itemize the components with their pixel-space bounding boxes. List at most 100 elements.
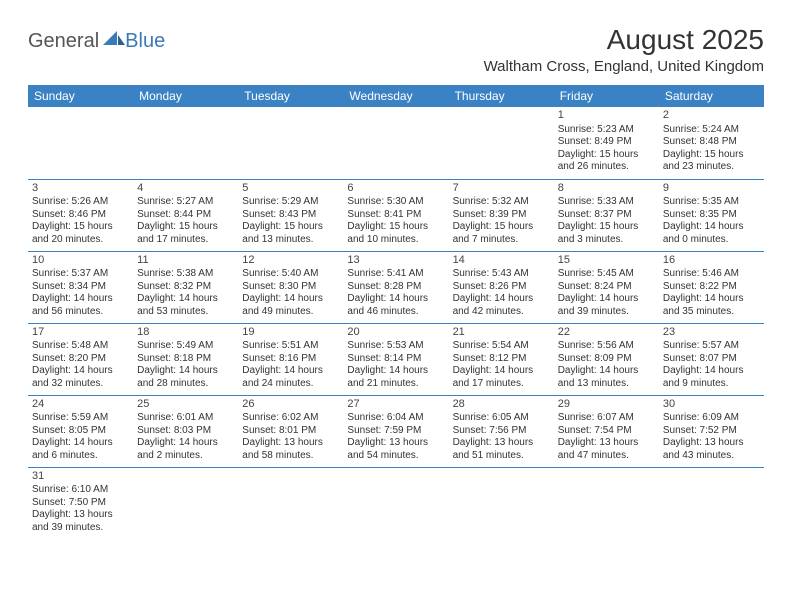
- daylight-line-1: Daylight: 14 hours: [242, 293, 339, 306]
- calendar-cell: [449, 107, 554, 179]
- sunrise-line: Sunrise: 5:51 AM: [242, 340, 339, 353]
- daylight-line-2: and 17 minutes.: [453, 378, 550, 391]
- sunset-line: Sunset: 7:52 PM: [663, 425, 760, 438]
- daylight-line-2: and 23 minutes.: [663, 161, 760, 174]
- day-number: 28: [453, 398, 550, 412]
- daylight-line-1: Daylight: 13 hours: [453, 437, 550, 450]
- calendar-cell: [28, 107, 133, 179]
- sunset-line: Sunset: 8:20 PM: [32, 353, 129, 366]
- calendar-cell: 17Sunrise: 5:48 AMSunset: 8:20 PMDayligh…: [28, 323, 133, 395]
- calendar-cell: [238, 107, 343, 179]
- day-number: 23: [663, 326, 760, 340]
- daylight-line-2: and 28 minutes.: [137, 378, 234, 391]
- calendar-cell: 11Sunrise: 5:38 AMSunset: 8:32 PMDayligh…: [133, 251, 238, 323]
- sunset-line: Sunset: 8:28 PM: [347, 281, 444, 294]
- calendar-cell: 13Sunrise: 5:41 AMSunset: 8:28 PMDayligh…: [343, 251, 448, 323]
- sunset-line: Sunset: 8:34 PM: [32, 281, 129, 294]
- daylight-line-1: Daylight: 14 hours: [347, 293, 444, 306]
- calendar-body: 1Sunrise: 5:23 AMSunset: 8:49 PMDaylight…: [28, 107, 764, 539]
- day-number: 19: [242, 326, 339, 340]
- daylight-line-1: Daylight: 14 hours: [32, 365, 129, 378]
- sunrise-line: Sunrise: 5:29 AM: [242, 196, 339, 209]
- daylight-line-2: and 21 minutes.: [347, 378, 444, 391]
- sunrise-line: Sunrise: 5:45 AM: [558, 268, 655, 281]
- day-number: 21: [453, 326, 550, 340]
- sunset-line: Sunset: 7:59 PM: [347, 425, 444, 438]
- daylight-line-1: Daylight: 14 hours: [453, 365, 550, 378]
- day-header: Wednesday: [343, 85, 448, 107]
- sunrise-line: Sunrise: 5:41 AM: [347, 268, 444, 281]
- sunrise-line: Sunrise: 6:02 AM: [242, 412, 339, 425]
- logo-text-general: General: [28, 30, 99, 53]
- calendar-cell: [133, 467, 238, 539]
- calendar-cell: [133, 107, 238, 179]
- sunrise-line: Sunrise: 6:04 AM: [347, 412, 444, 425]
- daylight-line-2: and 46 minutes.: [347, 306, 444, 319]
- day-number: 18: [137, 326, 234, 340]
- sunset-line: Sunset: 7:50 PM: [32, 497, 129, 510]
- sunset-line: Sunset: 8:22 PM: [663, 281, 760, 294]
- day-header: Sunday: [28, 85, 133, 107]
- logo-sail-icon: [103, 31, 125, 47]
- daylight-line-2: and 13 minutes.: [558, 378, 655, 391]
- sunrise-line: Sunrise: 5:24 AM: [663, 124, 760, 137]
- daylight-line-2: and 42 minutes.: [453, 306, 550, 319]
- calendar-cell: 6Sunrise: 5:30 AMSunset: 8:41 PMDaylight…: [343, 179, 448, 251]
- sunset-line: Sunset: 8:48 PM: [663, 136, 760, 149]
- sunrise-line: Sunrise: 5:38 AM: [137, 268, 234, 281]
- calendar-cell: 25Sunrise: 6:01 AMSunset: 8:03 PMDayligh…: [133, 395, 238, 467]
- daylight-line-1: Daylight: 14 hours: [137, 365, 234, 378]
- daylight-line-1: Daylight: 15 hours: [558, 149, 655, 162]
- daylight-line-2: and 17 minutes.: [137, 234, 234, 247]
- daylight-line-2: and 9 minutes.: [663, 378, 760, 391]
- calendar-cell: 7Sunrise: 5:32 AMSunset: 8:39 PMDaylight…: [449, 179, 554, 251]
- day-number: 10: [32, 254, 129, 268]
- daylight-line-2: and 54 minutes.: [347, 450, 444, 463]
- daylight-line-2: and 0 minutes.: [663, 234, 760, 247]
- daylight-line-1: Daylight: 13 hours: [347, 437, 444, 450]
- calendar-cell: [343, 107, 448, 179]
- sunset-line: Sunset: 7:54 PM: [558, 425, 655, 438]
- calendar-row: 1Sunrise: 5:23 AMSunset: 8:49 PMDaylight…: [28, 107, 764, 179]
- daylight-line-1: Daylight: 14 hours: [32, 437, 129, 450]
- daylight-line-1: Daylight: 13 hours: [242, 437, 339, 450]
- calendar-cell: 9Sunrise: 5:35 AMSunset: 8:35 PMDaylight…: [659, 179, 764, 251]
- sunset-line: Sunset: 8:07 PM: [663, 353, 760, 366]
- day-number: 24: [32, 398, 129, 412]
- daylight-line-1: Daylight: 13 hours: [558, 437, 655, 450]
- calendar-cell: 19Sunrise: 5:51 AMSunset: 8:16 PMDayligh…: [238, 323, 343, 395]
- calendar-table: SundayMondayTuesdayWednesdayThursdayFrid…: [28, 85, 764, 539]
- day-number: 6: [347, 182, 444, 196]
- calendar-cell: [659, 467, 764, 539]
- day-number: 16: [663, 254, 760, 268]
- calendar-cell: 22Sunrise: 5:56 AMSunset: 8:09 PMDayligh…: [554, 323, 659, 395]
- calendar-cell: [554, 467, 659, 539]
- calendar-cell: 29Sunrise: 6:07 AMSunset: 7:54 PMDayligh…: [554, 395, 659, 467]
- calendar-cell: [343, 467, 448, 539]
- sunrise-line: Sunrise: 5:59 AM: [32, 412, 129, 425]
- sunrise-line: Sunrise: 6:10 AM: [32, 484, 129, 497]
- daylight-line-2: and 49 minutes.: [242, 306, 339, 319]
- sunset-line: Sunset: 8:03 PM: [137, 425, 234, 438]
- calendar-cell: 15Sunrise: 5:45 AMSunset: 8:24 PMDayligh…: [554, 251, 659, 323]
- calendar-cell: 24Sunrise: 5:59 AMSunset: 8:05 PMDayligh…: [28, 395, 133, 467]
- sunset-line: Sunset: 8:44 PM: [137, 209, 234, 222]
- calendar-cell: 4Sunrise: 5:27 AMSunset: 8:44 PMDaylight…: [133, 179, 238, 251]
- sunrise-line: Sunrise: 5:27 AM: [137, 196, 234, 209]
- sunset-line: Sunset: 8:30 PM: [242, 281, 339, 294]
- sunset-line: Sunset: 8:18 PM: [137, 353, 234, 366]
- daylight-line-1: Daylight: 14 hours: [663, 221, 760, 234]
- daylight-line-2: and 35 minutes.: [663, 306, 760, 319]
- daylight-line-1: Daylight: 14 hours: [137, 437, 234, 450]
- logo-text-blue: Blue: [125, 30, 165, 53]
- day-header: Thursday: [449, 85, 554, 107]
- sunrise-line: Sunrise: 5:48 AM: [32, 340, 129, 353]
- sunrise-line: Sunrise: 5:37 AM: [32, 268, 129, 281]
- daylight-line-1: Daylight: 14 hours: [558, 293, 655, 306]
- day-header: Saturday: [659, 85, 764, 107]
- sunrise-line: Sunrise: 5:54 AM: [453, 340, 550, 353]
- daylight-line-2: and 7 minutes.: [453, 234, 550, 247]
- daylight-line-1: Daylight: 15 hours: [242, 221, 339, 234]
- daylight-line-2: and 13 minutes.: [242, 234, 339, 247]
- daylight-line-1: Daylight: 15 hours: [558, 221, 655, 234]
